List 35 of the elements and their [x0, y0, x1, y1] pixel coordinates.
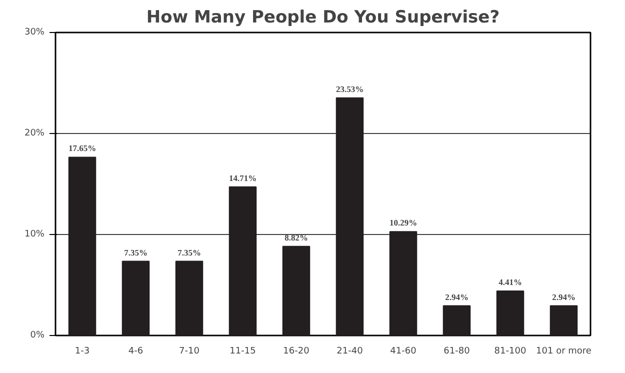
bar [282, 246, 310, 336]
x-tick-label: 1-3 [74, 346, 90, 356]
y-tick-label: 30% [24, 28, 45, 38]
x-tick-label: 11-15 [230, 346, 256, 356]
bar [496, 290, 524, 336]
data-label: 7.35% [124, 247, 148, 258]
data-label: 8.82% [284, 232, 308, 242]
x-tick-label: 16-20 [283, 346, 310, 356]
x-tick-label: 101 or more [536, 346, 592, 356]
bar [389, 231, 418, 336]
data-label: 4.41% [498, 276, 522, 287]
data-label: 17.65% [68, 143, 96, 154]
x-tick-label: 61-80 [444, 346, 470, 356]
x-tick-label: 41-60 [390, 346, 417, 356]
data-label: 2.94% [445, 292, 468, 302]
x-tick-label: 7-10 [179, 346, 200, 356]
bar [122, 260, 150, 336]
bar [442, 305, 471, 336]
data-label: 14.71% [228, 172, 257, 183]
x-tick-label: 81-100 [494, 346, 526, 356]
bar [228, 186, 257, 336]
bar [336, 97, 364, 336]
data-label: 2.94% [552, 292, 576, 302]
data-label: 10.29% [389, 218, 418, 228]
chart-title: How Many People Do You Supervise? [146, 8, 500, 28]
y-tick-label: 0% [30, 330, 45, 340]
bar [550, 305, 578, 336]
y-tick-label: 10% [24, 230, 45, 240]
data-label: 23.53% [336, 84, 364, 94]
y-tick-label: 20% [24, 128, 45, 138]
bar [68, 156, 96, 336]
x-tick-label: 21-40 [336, 346, 364, 356]
bar [175, 260, 204, 336]
x-tick-label: 4-6 [128, 346, 144, 356]
data-label: 7.35% [178, 247, 201, 258]
